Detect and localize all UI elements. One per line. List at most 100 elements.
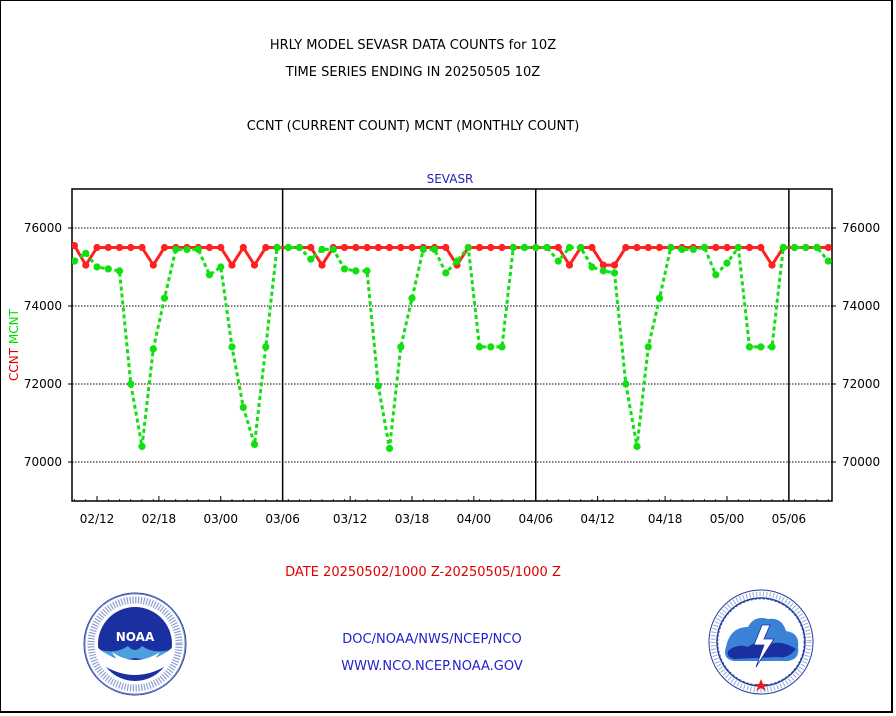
data-point-mcnt [115,267,124,275]
data-point-ccnt [82,261,90,269]
data-point-mcnt [768,343,776,351]
data-point-ccnt [723,243,731,252]
data-point-ccnt [104,243,112,252]
data-point-ccnt [160,243,169,252]
chart-title: HRLY MODEL SEVASR DATA COUNTS for 10Z [269,38,557,53]
data-point-mcnt [802,243,810,252]
chart-title-line-2: TIME SERIES ENDING IN 20250505 10Z [285,65,541,80]
data-point-ccnt [127,243,135,252]
y-axis-label-part: MCNT [7,308,21,348]
data-point-mcnt [532,243,540,252]
data-point-ccnt [307,243,315,252]
data-point-ccnt [655,243,664,252]
y-tick-label-left: 72000 [24,377,62,391]
data-point-ccnt [374,243,382,252]
credit-line-2: WWW.NCO.NCEP.NOAA.GOV [341,659,523,674]
data-point-ccnt [588,243,596,252]
data-point-mcnt [352,267,360,275]
data-point-mcnt [734,243,742,252]
x-tick-label: 03/18 [395,512,430,526]
data-point-mcnt [700,243,709,252]
data-point-ccnt [72,242,79,250]
data-point-ccnt [768,261,776,269]
data-point-mcnt [408,294,416,302]
data-point-mcnt [374,382,382,390]
data-point-mcnt [565,243,574,252]
data-point-mcnt [498,343,506,351]
x-tick-label: 04/00 [457,512,492,526]
data-point-ccnt [217,243,225,252]
data-point-mcnt [228,343,236,351]
data-point-mcnt [419,245,427,253]
data-point-mcnt [82,249,90,257]
data-point-ccnt [475,243,484,252]
data-point-ccnt [340,243,349,252]
data-point-ccnt [565,261,574,269]
data-point-mcnt [577,243,585,252]
data-point-ccnt [824,243,832,252]
y-tick-label-left: 70000 [24,455,62,469]
data-point-mcnt [599,267,607,275]
data-point-mcnt [487,343,495,351]
data-point-mcnt [453,257,461,265]
data-point-mcnt [262,343,270,351]
data-point-mcnt [194,245,202,253]
x-tick-label: 02/12 [80,512,115,526]
y-tick-label-left: 76000 [24,221,62,235]
date-range-label: DATE 20250502/1000 Z-20250505/1000 Z [285,565,561,580]
data-point-mcnt [329,245,337,253]
data-point-mcnt [824,257,832,265]
x-tick-label: 04/12 [580,512,615,526]
data-point-ccnt [442,243,450,252]
data-point-ccnt [138,243,146,252]
noaa-logo-text: NOAA [116,630,155,644]
data-point-ccnt [554,243,562,252]
data-point-mcnt [723,259,731,267]
data-point-mcnt [779,243,787,252]
data-point-mcnt [273,243,281,252]
data-point-mcnt [554,257,562,265]
data-point-mcnt [138,442,146,450]
data-point-mcnt [475,343,484,351]
y-axis-label: CCNT MCNT [7,308,21,381]
chart-title-line-3: CCNT (CURRENT COUNT) MCNT (MONTHLY COUNT… [246,119,580,134]
credit-line-1: DOC/NOAA/NWS/NCEP/NCO [342,632,522,647]
data-point-ccnt [633,243,641,252]
x-tick-label: 03/12 [333,512,368,526]
data-point-mcnt [543,243,551,252]
data-point-ccnt [408,243,416,252]
national-weather-service-logo [708,589,814,695]
noaa-logo: NOAA [83,592,187,696]
data-point-mcnt [239,403,247,411]
data-point-mcnt [93,263,101,271]
data-point-ccnt [610,261,619,269]
data-point-mcnt [689,245,697,253]
data-point-mcnt [464,243,472,252]
data-point-ccnt [318,261,326,269]
data-point-mcnt [217,263,225,271]
data-point-ccnt [745,243,754,252]
data-point-mcnt [385,444,394,452]
data-point-mcnt [813,243,821,252]
data-point-mcnt [160,294,169,302]
data-point-mcnt [318,245,326,253]
data-point-ccnt [712,243,720,252]
data-point-mcnt [790,243,799,252]
y-tick-label-right: 74000 [842,299,880,313]
data-point-mcnt [644,343,652,351]
data-point-ccnt [239,243,247,252]
y-tick-label-left: 74000 [24,299,62,313]
x-tick-label: 04/06 [518,512,553,526]
data-point-mcnt [72,257,79,265]
data-point-mcnt [183,245,191,253]
data-point-mcnt [633,442,641,450]
y-tick-label-right: 72000 [842,377,880,391]
data-point-mcnt [655,294,664,302]
data-point-ccnt [397,243,405,252]
data-point-ccnt [644,243,652,252]
series-ccnt [72,242,832,269]
data-point-mcnt [712,271,720,279]
x-tick-label: 05/00 [710,512,745,526]
data-point-ccnt [115,243,124,252]
